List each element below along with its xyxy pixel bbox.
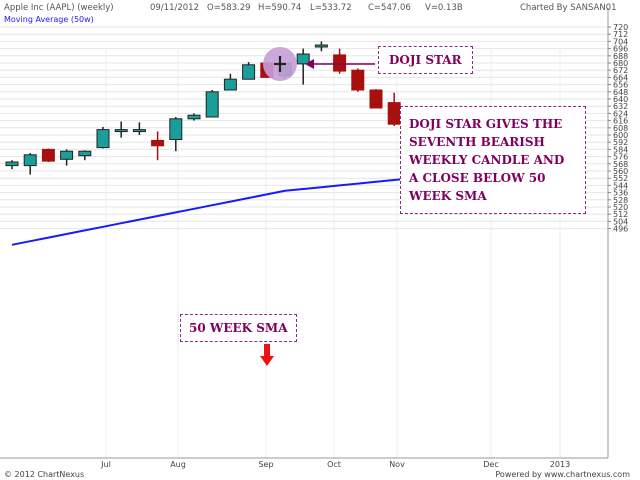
copyright-label: © 2012 ChartNexus — [4, 470, 85, 479]
y-tick-label: 552 — [613, 174, 628, 183]
bullish-candle-body — [223, 78, 237, 91]
y-tick-label: 640 — [613, 95, 628, 104]
y-tick-label: 568 — [613, 160, 628, 169]
y-tick-label: 632 — [613, 102, 628, 111]
bullish-candle-body — [314, 44, 328, 48]
doji-description-box: DOJI STAR GIVES THE SEVENTH BEARISH WEEK… — [400, 106, 586, 214]
candle — [23, 153, 37, 175]
x-tick-label: Dec — [483, 460, 498, 469]
bearish-candle-body — [151, 139, 165, 147]
doji-plus-icon — [274, 56, 286, 72]
bearish-candle-body — [333, 54, 347, 72]
date-label: 09/11/2012 — [150, 3, 199, 13]
bullish-candle-body — [169, 118, 183, 141]
candle — [41, 148, 55, 162]
candle — [114, 121, 128, 138]
sma-50-line — [11, 173, 449, 246]
low-value: L=533.72 — [310, 3, 352, 13]
y-tick-label: 600 — [613, 131, 628, 140]
candle — [151, 131, 165, 161]
y-tick-label: 608 — [613, 124, 628, 133]
bullish-candle-body — [114, 129, 128, 133]
bullish-candle-body — [23, 154, 37, 167]
x-tick-label: Nov — [389, 460, 405, 469]
y-tick-label: 680 — [613, 59, 628, 68]
y-tick-label: 672 — [613, 66, 628, 75]
x-tick-label: Aug — [170, 460, 186, 469]
bullish-candle-body — [132, 129, 146, 133]
y-tick-label: 704 — [613, 37, 628, 46]
sma-arrow-shaft — [264, 344, 270, 357]
sma-arrow-head — [260, 356, 274, 366]
sma-label-box: 50 WEEK SMA — [180, 314, 297, 342]
candle — [60, 149, 74, 166]
annotation-arrows — [260, 59, 375, 366]
y-tick-label: 544 — [613, 181, 628, 190]
volume-value: V=0.13B — [425, 3, 463, 13]
y-tick-label: 512 — [613, 210, 628, 219]
candle — [5, 160, 19, 170]
bearish-candle-body — [369, 89, 383, 109]
y-tick-label: 688 — [613, 52, 628, 61]
y-tick-label: 560 — [613, 167, 628, 176]
doji-star-label: DOJI STAR — [378, 46, 473, 74]
y-tick-label: 520 — [613, 203, 628, 212]
candle — [78, 150, 92, 161]
candle — [223, 73, 237, 91]
candle — [96, 126, 110, 149]
y-tick-label: 528 — [613, 196, 628, 205]
powered-by-label: Powered by www.chartnexus.com — [495, 470, 630, 479]
symbol-label: Apple Inc (AAPL) (weekly) — [4, 3, 114, 13]
indicator-label: Moving Average (50w) — [4, 15, 94, 24]
candle — [314, 41, 328, 52]
bearish-candle-body — [41, 148, 55, 162]
bullish-candle-body — [5, 161, 19, 167]
bullish-candle-body — [78, 150, 92, 157]
close-value: C=547.06 — [368, 3, 411, 13]
y-tick-label: 504 — [613, 217, 628, 226]
bullish-candle-body — [242, 64, 256, 80]
x-tick-label: Jul — [100, 460, 111, 469]
candle — [187, 113, 201, 121]
y-tick-label: 616 — [613, 117, 628, 126]
doji-description-text: DOJI STAR GIVES THE SEVENTH BEARISH WEEK… — [409, 117, 565, 203]
doji-arrow-head — [305, 59, 314, 69]
bullish-candle-body — [60, 150, 74, 160]
bullish-candle-body — [96, 129, 110, 149]
y-tick-label: 720 — [613, 23, 628, 32]
bullish-candle-body — [205, 91, 219, 118]
bullish-candle-body — [296, 53, 310, 65]
x-tick-label: 2013 — [550, 460, 570, 469]
high-value: H=590.74 — [258, 3, 302, 13]
y-tick-label: 624 — [613, 109, 628, 118]
x-tick-label: Oct — [327, 460, 341, 469]
y-tick-label: 496 — [613, 225, 628, 234]
doji-star-text: DOJI STAR — [389, 53, 462, 67]
candle — [205, 90, 219, 118]
candle — [169, 117, 183, 152]
y-tick-label: 584 — [613, 145, 628, 154]
y-tick-label: 648 — [613, 88, 628, 97]
y-tick-label: 592 — [613, 138, 628, 147]
candle — [369, 89, 383, 109]
bearish-candle-body — [351, 69, 365, 91]
sma-callout-text: 50 WEEK SMA — [189, 321, 288, 335]
bearish-candle-body — [387, 102, 401, 125]
candle — [351, 68, 365, 92]
y-tick-label: 656 — [613, 81, 628, 90]
candle — [242, 62, 256, 80]
charted-by-label: Charted By SANSAN01 — [520, 3, 617, 13]
y-tick-label: 712 — [613, 30, 628, 39]
candle — [132, 122, 146, 135]
x-tick-label: Sep — [258, 460, 273, 469]
y-tick-label: 696 — [613, 45, 628, 54]
y-tick-label: 664 — [613, 73, 628, 82]
y-tick-label: 576 — [613, 153, 628, 162]
open-value: O=583.29 — [207, 3, 251, 13]
candle — [296, 48, 310, 85]
bullish-candle-body — [187, 114, 201, 120]
candle — [333, 48, 347, 74]
y-tick-label: 536 — [613, 189, 628, 198]
